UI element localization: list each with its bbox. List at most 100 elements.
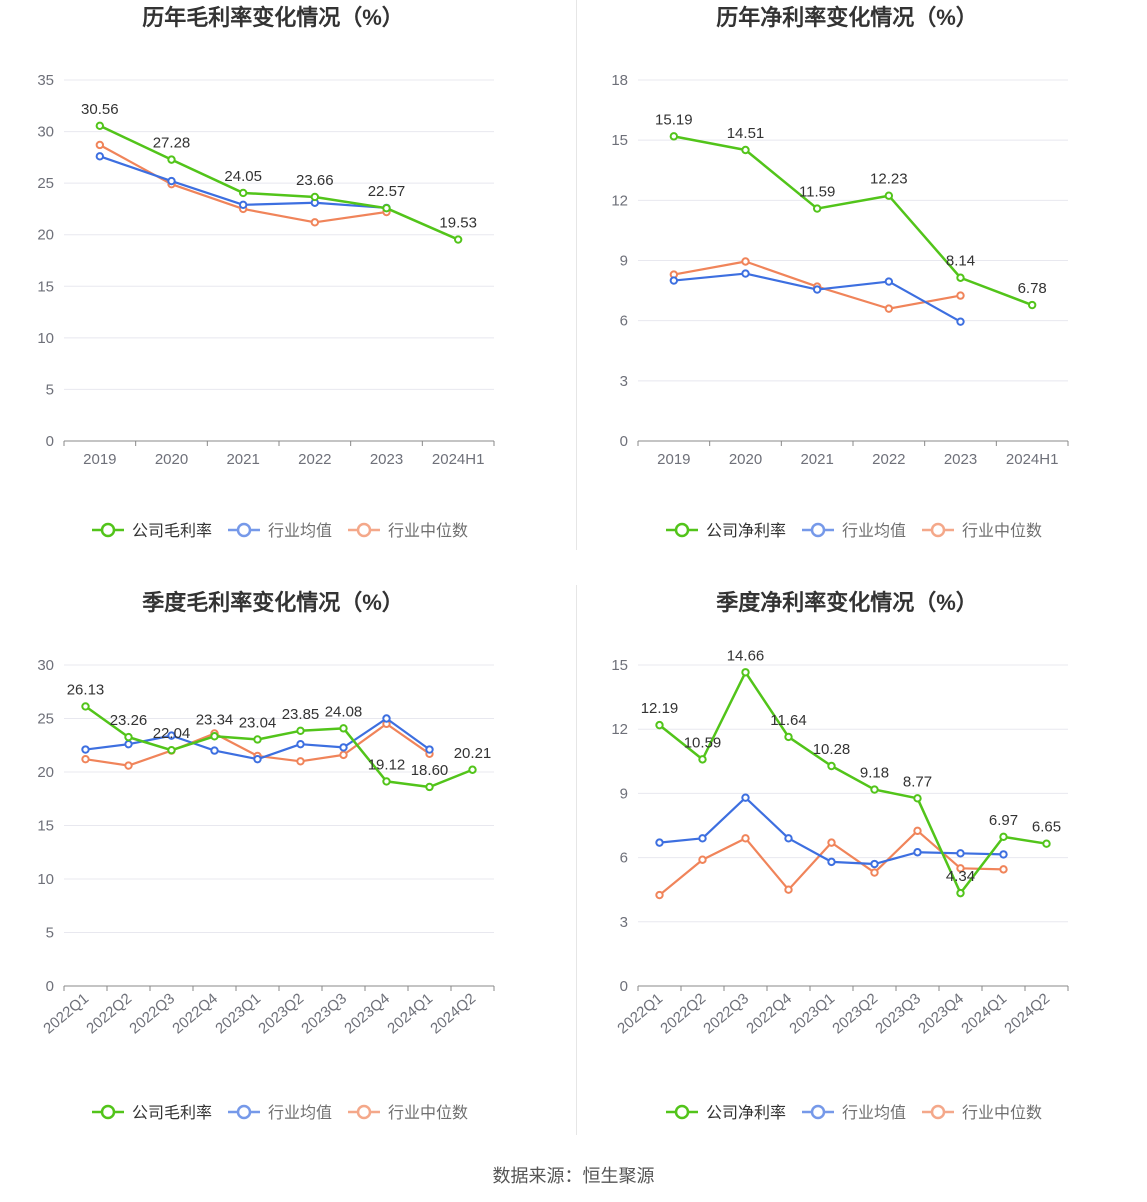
- y-tick-label: 18: [611, 72, 628, 89]
- legend-item-company[interactable]: 公司毛利率: [92, 1104, 212, 1122]
- x-tick-label: 2023Q1: [786, 990, 838, 1037]
- median-data-point: [999, 865, 1008, 874]
- avg-data-point: [167, 176, 176, 186]
- chart-svg: 历年毛利率变化情况（%） 0 5 10 15 20 25 30 35 2019 2020 2021 20…: [37, 5, 495, 540]
- x-tick-label: 2022Q2: [83, 990, 135, 1037]
- legend-item-company[interactable]: 公司毛利率: [92, 522, 212, 540]
- x-tick-label: 2024H1: [1006, 451, 1059, 468]
- avg-series-line: [659, 796, 1004, 866]
- median-data-point: [827, 838, 836, 847]
- data-label: 8.14: [946, 253, 975, 270]
- company-data-point: [812, 204, 822, 213]
- company-data-point: [81, 702, 90, 711]
- company-data-point: [956, 888, 965, 898]
- data-label: 4.34: [946, 868, 975, 885]
- avg-data-point: [741, 793, 750, 802]
- legend-item-avg[interactable]: 行业均值: [802, 522, 906, 540]
- chart-title: 季度毛利率变化情况（%）: [142, 590, 404, 615]
- company-data-point: [741, 668, 750, 677]
- legend-marker-icon: [810, 522, 826, 538]
- avg-data-point: [296, 739, 305, 749]
- avg-data-point: [741, 269, 750, 278]
- legend-marker-icon: [810, 1104, 826, 1120]
- legend-item-median[interactable]: 行业中位数: [922, 1104, 1042, 1122]
- legend-marker-icon: [356, 522, 372, 538]
- chart-title: 季度净利率变化情况（%）: [716, 590, 978, 615]
- company-data-point: [382, 777, 391, 786]
- avg-data-point: [95, 152, 105, 161]
- company-data-point: [296, 726, 305, 736]
- quarterly-gross-margin-chart: 季度毛利率变化情况（%） 0 5 10 15 20 25 30 2022Q1 2022Q2 2022…: [0, 585, 573, 1165]
- legend-label: 行业中位数: [388, 1104, 468, 1122]
- legend-label: 行业均值: [842, 522, 906, 540]
- median-data-point: [95, 140, 105, 150]
- legend-marker-icon: [356, 1104, 372, 1120]
- avg-data-point: [425, 745, 434, 754]
- y-tick-label: 30: [37, 124, 54, 141]
- data-label: 6.97: [989, 812, 1018, 829]
- annual-gross-margin-chart: 历年毛利率变化情况（%） 0 5 10 15 20 25 30 35 2019 2020 2021 20…: [0, 0, 573, 580]
- data-label: 10.28: [813, 741, 851, 758]
- avg-data-point: [884, 277, 894, 286]
- y-tick-label: 5: [46, 925, 54, 942]
- company-series-line: [658, 671, 1047, 895]
- company-data-point: [253, 735, 262, 744]
- x-tick-label: 2024Q1: [958, 990, 1010, 1037]
- legend-item-avg[interactable]: 行业均值: [228, 522, 332, 540]
- x-tick-label: 2023Q4: [341, 990, 393, 1037]
- data-label: 14.51: [727, 125, 765, 142]
- x-tick-label: 2021: [226, 451, 259, 468]
- company-data-point: [425, 782, 434, 792]
- median-data-point: [296, 757, 305, 766]
- company-series-line: [84, 705, 473, 789]
- legend-label: 行业中位数: [388, 522, 468, 540]
- y-tick-label: 3: [620, 914, 628, 931]
- x-tick-label: 2022Q1: [40, 990, 92, 1037]
- legend-item-avg[interactable]: 行业均值: [802, 1104, 906, 1122]
- x-tick-label: 2022Q3: [700, 990, 752, 1037]
- legend-marker-icon: [100, 1104, 116, 1120]
- data-label: 23.85: [282, 706, 320, 723]
- data-label: 22.57: [368, 183, 406, 200]
- y-tick-label: 35: [37, 72, 54, 89]
- legend-item-avg[interactable]: 行业均值: [228, 1104, 332, 1122]
- median-data-point: [884, 304, 894, 313]
- x-tick-label: 2024Q2: [427, 990, 479, 1037]
- median-data-point: [741, 834, 750, 843]
- legend-label: 行业中位数: [962, 1104, 1042, 1122]
- legend-item-median[interactable]: 行业中位数: [348, 522, 468, 540]
- legend-label: 行业均值: [268, 1104, 332, 1122]
- legend-item-company[interactable]: 公司净利率: [666, 1104, 786, 1122]
- company-data-point: [1027, 300, 1037, 310]
- x-tick-label: 2023Q2: [829, 990, 881, 1037]
- data-source-note: 数据来源：恒生聚源: [492, 1166, 655, 1186]
- y-tick-label: 5: [46, 381, 54, 398]
- company-data-point: [870, 785, 879, 794]
- avg-data-point: [210, 746, 219, 755]
- avg-data-point: [956, 849, 965, 858]
- x-tick-label: 2023: [370, 451, 403, 468]
- legend-item-median[interactable]: 行业中位数: [348, 1104, 468, 1122]
- y-tick-label: 15: [37, 278, 54, 295]
- y-tick-label: 6: [620, 850, 628, 867]
- legend-item-median[interactable]: 行业中位数: [922, 522, 1042, 540]
- legend-item-company[interactable]: 公司净利率: [666, 522, 786, 540]
- y-tick-label: 30: [37, 657, 54, 674]
- legend-label: 行业中位数: [962, 522, 1042, 540]
- avg-data-point: [124, 739, 133, 749]
- company-data-point: [238, 188, 248, 198]
- avg-data-point: [167, 731, 176, 740]
- y-tick-label: 25: [37, 175, 54, 192]
- legend-marker-icon: [236, 1104, 252, 1120]
- data-label: 14.66: [727, 647, 765, 664]
- y-tick-label: 12: [611, 721, 628, 738]
- company-data-point: [167, 745, 176, 755]
- x-tick-label: 2021: [800, 451, 833, 468]
- avg-data-point: [956, 317, 965, 326]
- chart-svg: 季度毛利率变化情况（%）0510152025302022Q12022Q22022…: [37, 590, 495, 1122]
- company-data-point: [1042, 839, 1051, 848]
- data-label: 26.13: [67, 681, 105, 698]
- panel-divider-bottom: [576, 585, 577, 1135]
- data-label: 24.08: [325, 703, 363, 720]
- data-label: 18.60: [411, 762, 449, 779]
